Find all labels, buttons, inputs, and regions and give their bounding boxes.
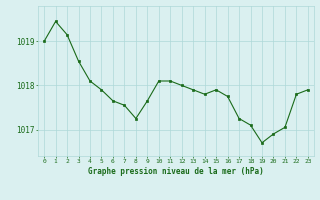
X-axis label: Graphe pression niveau de la mer (hPa): Graphe pression niveau de la mer (hPa) (88, 167, 264, 176)
